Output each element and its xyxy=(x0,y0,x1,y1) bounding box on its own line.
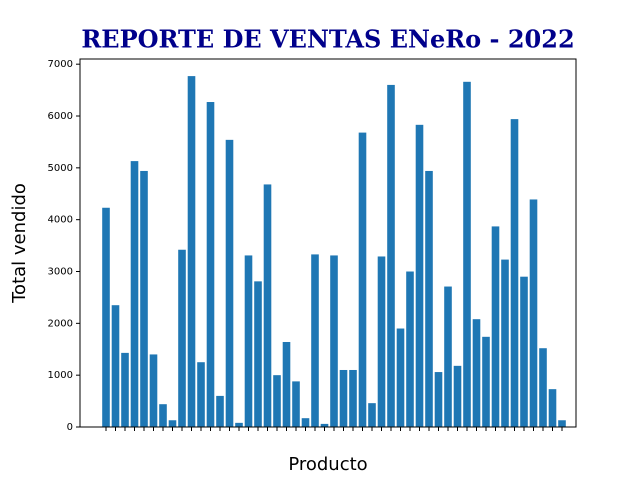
bar xyxy=(244,255,253,427)
bar xyxy=(168,420,177,427)
bar xyxy=(482,336,490,427)
bar xyxy=(463,81,471,427)
x-axis-label: Producto xyxy=(288,454,367,475)
bar xyxy=(263,184,272,427)
bar xyxy=(453,365,462,427)
y-tick-label: 7000 xyxy=(48,59,73,70)
bar xyxy=(501,259,509,427)
bar xyxy=(358,132,367,427)
y-tick-label: 2000 xyxy=(48,318,73,329)
bar xyxy=(387,84,395,427)
y-tick-label: 5000 xyxy=(48,163,73,174)
bar xyxy=(558,420,566,427)
bar xyxy=(282,341,291,427)
bar xyxy=(425,170,433,427)
bar xyxy=(235,422,243,427)
bar xyxy=(510,119,519,427)
bar xyxy=(320,423,329,427)
bar xyxy=(187,76,196,428)
bar xyxy=(206,102,215,428)
bar xyxy=(349,369,357,427)
y-tick-label: 0 xyxy=(67,422,73,433)
bar xyxy=(216,395,224,427)
y-axis-label: Total vendido xyxy=(9,183,30,304)
bar xyxy=(121,352,129,427)
bar xyxy=(434,372,443,427)
bar xyxy=(225,139,234,428)
bar xyxy=(301,418,310,427)
bar xyxy=(529,199,538,427)
y-tick-label: 4000 xyxy=(48,215,73,226)
bar xyxy=(520,276,528,427)
bar xyxy=(339,369,348,427)
chart-title: REPORTE DE VENTAS ENeRo - 2022 xyxy=(81,25,574,54)
bar xyxy=(548,389,557,427)
bar xyxy=(149,354,158,427)
bar xyxy=(368,403,376,427)
y-tick-label: 3000 xyxy=(48,267,73,278)
bar xyxy=(311,254,319,427)
bar xyxy=(444,286,452,427)
bar xyxy=(273,375,281,427)
bar xyxy=(539,348,547,427)
bar xyxy=(140,170,148,427)
bar xyxy=(472,319,481,427)
bar xyxy=(130,161,139,427)
bar xyxy=(330,255,338,427)
bar xyxy=(102,207,110,427)
bar xyxy=(415,124,424,428)
plot-frame xyxy=(79,58,577,428)
bar xyxy=(197,362,205,427)
bar xyxy=(111,305,120,427)
bar xyxy=(159,404,167,427)
bar xyxy=(406,271,414,427)
bar xyxy=(178,249,186,427)
bar xyxy=(377,256,386,427)
bar xyxy=(254,281,262,427)
y-tick-label: 6000 xyxy=(48,111,73,122)
bar xyxy=(396,328,405,427)
bar xyxy=(292,381,300,427)
y-tick-label: 1000 xyxy=(48,370,73,381)
bar xyxy=(491,226,500,427)
